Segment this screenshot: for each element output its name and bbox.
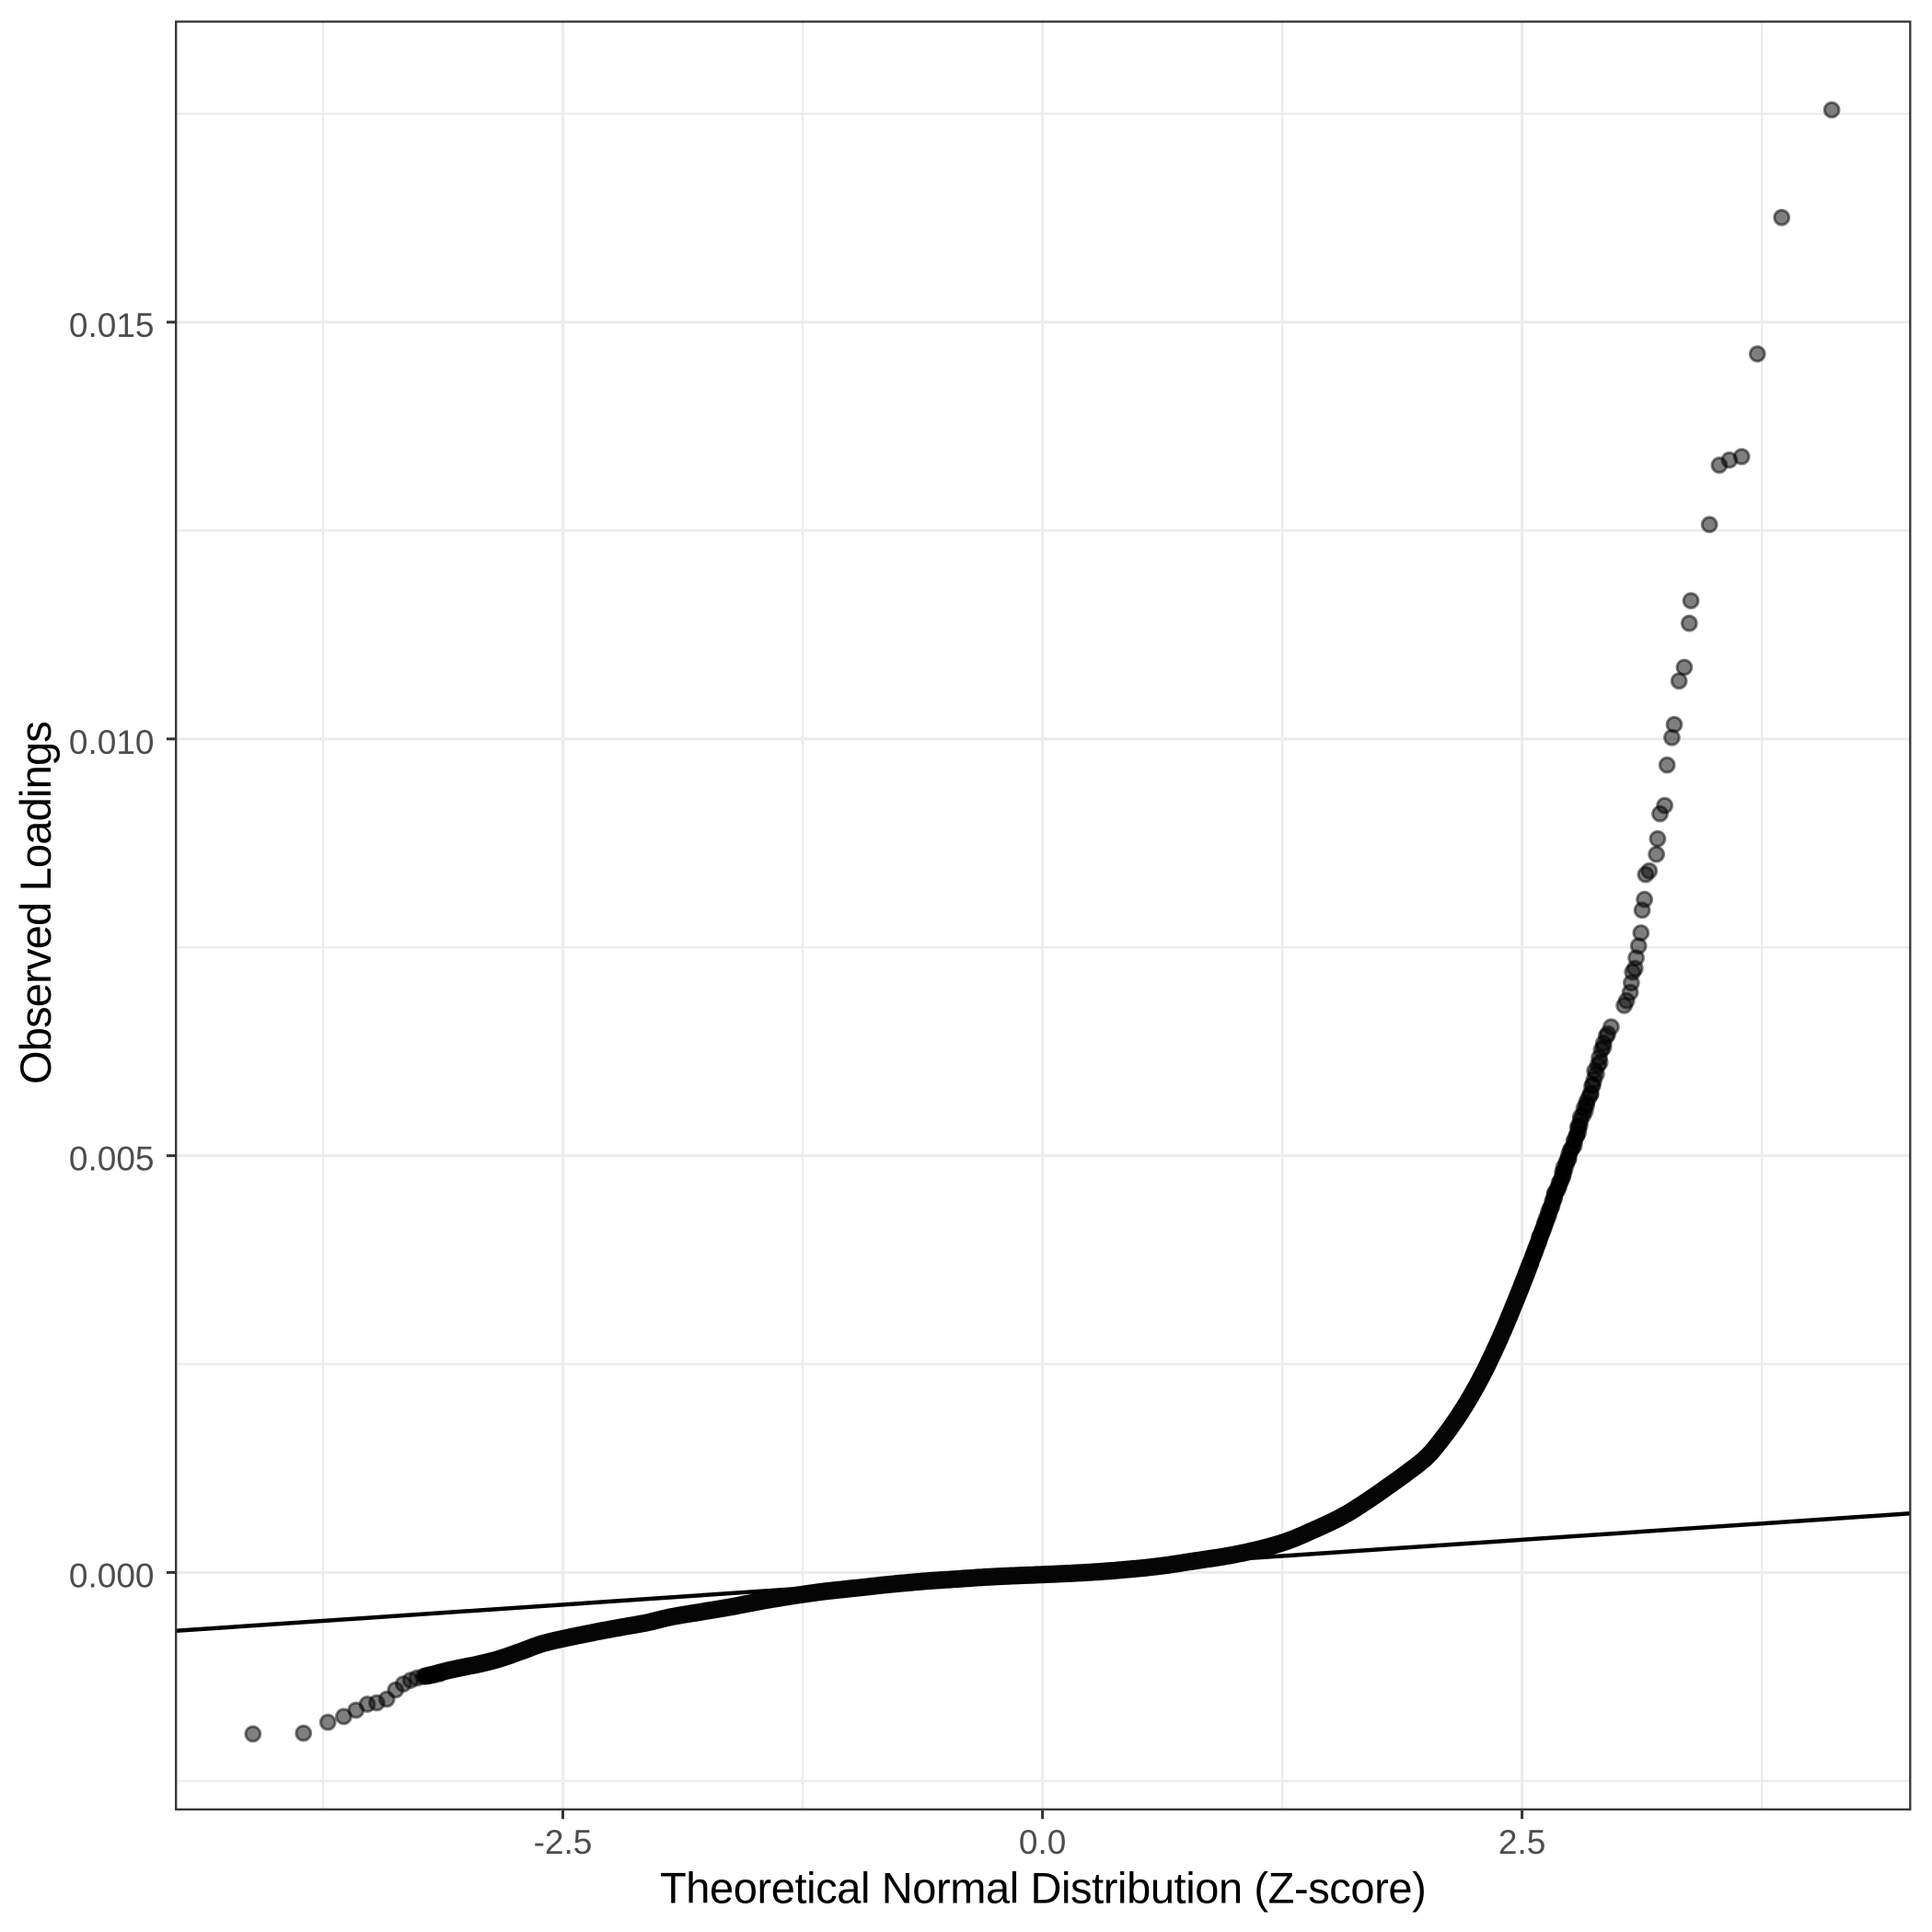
svg-text:0.005: 0.005 xyxy=(69,1140,155,1178)
svg-text:0.000: 0.000 xyxy=(69,1556,155,1594)
svg-text:Theoretical Normal Distributio: Theoretical Normal Distribution (Z-score… xyxy=(660,1864,1426,1913)
svg-text:0.0: 0.0 xyxy=(1019,1823,1066,1861)
svg-text:Observed Loadings: Observed Loadings xyxy=(11,722,60,1084)
svg-text:0.015: 0.015 xyxy=(69,307,155,344)
svg-text:-2.5: -2.5 xyxy=(534,1823,593,1861)
svg-text:0.010: 0.010 xyxy=(69,723,155,761)
svg-text:2.5: 2.5 xyxy=(1498,1823,1545,1861)
